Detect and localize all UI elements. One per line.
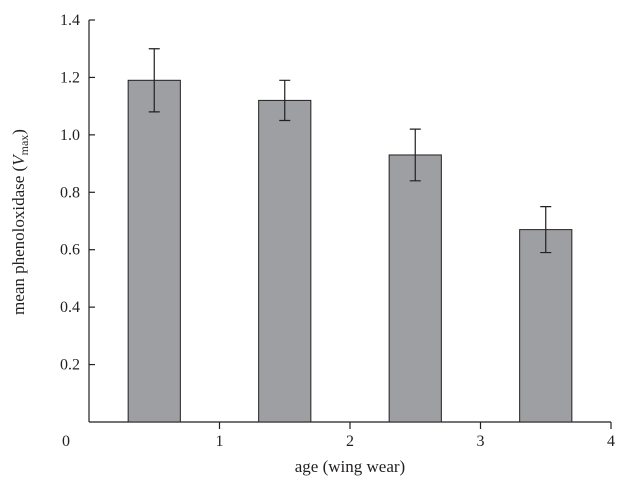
y-ticks-group: 0.2 0.4 0.6 0.8 1.0 1.2 1.4	[60, 12, 95, 374]
error-bar-1	[148, 48, 160, 113]
x-tick-label: 1	[216, 433, 224, 450]
error-bar-2	[279, 79, 291, 122]
x-tick-label: 0	[62, 433, 70, 450]
error-bar-3	[409, 128, 421, 182]
x-axis-title: age (wing wear)	[295, 457, 405, 476]
y-tick-label: 0.6	[60, 242, 80, 259]
y-tick-label: 0.2	[60, 357, 80, 374]
bar-3	[388, 154, 442, 423]
y-tick-label: 1.4	[60, 12, 80, 29]
x-tick-label: 4	[607, 433, 615, 450]
y-axis-title-main: mean phenoloxidase (	[9, 165, 28, 315]
y-axis-title-close: )	[9, 129, 28, 135]
bar-1	[127, 79, 181, 423]
y-axis-title-subscript: max	[17, 135, 31, 156]
y-axis-title: mean phenoloxidase (Vmax)	[9, 129, 31, 315]
error-bars-group	[148, 48, 552, 254]
y-tick-label: 0.4	[60, 299, 80, 316]
y-tick-label: 1.2	[60, 69, 80, 86]
bar-4	[519, 229, 573, 423]
x-ticks-group: 0 1 2 3 4	[62, 422, 615, 450]
y-tick-label: 0.8	[60, 184, 80, 201]
bar-2	[258, 99, 312, 423]
error-bar-4	[540, 206, 552, 254]
bars-group	[127, 79, 573, 423]
y-tick-label: 1.0	[60, 127, 80, 144]
x-tick-label: 2	[346, 433, 354, 450]
y-axis-title-italic: V	[9, 153, 28, 166]
x-tick-label: 3	[477, 433, 485, 450]
